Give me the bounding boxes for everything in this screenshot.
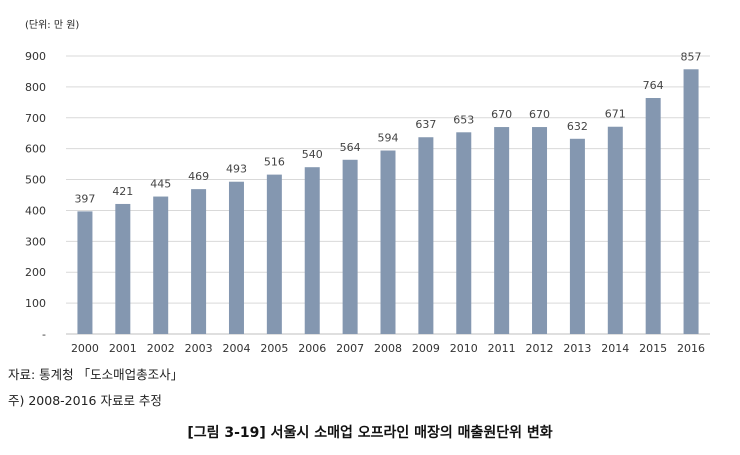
data-label-2008: 594 [378,132,399,145]
data-label-2001: 421 [112,185,133,198]
bar-2008 [380,150,396,334]
x-tick-label: 2007 [336,342,364,355]
x-tick-label: 2000 [71,342,99,355]
y-tick-label: 600 [25,143,46,156]
x-tick-label: 2015 [639,342,667,355]
figure-caption: [그림 3-19] 서울시 소매업 오프라인 매장의 매출원단위 변화 [187,425,553,441]
bar-2016 [683,69,699,334]
data-label-2003: 469 [188,170,209,183]
y-tick-label: 400 [25,204,46,217]
data-label-2014: 671 [605,108,626,121]
data-label-2012: 670 [529,108,550,121]
bar-2000 [77,211,93,334]
x-tick-label: 2003 [185,342,213,355]
x-tick-label: 2014 [601,342,629,355]
y-tick-label: 100 [25,297,46,310]
x-tick-label: 2012 [526,342,554,355]
data-label-2011: 670 [491,108,512,121]
x-axis-ticks: 2000 2001 2002 2003 2004 2005 2006 2007 2008 2009… [71,342,705,355]
x-tick-label: 2005 [260,342,288,355]
y-tick-label: 700 [25,112,46,125]
y-tick-label: 500 [25,174,46,187]
x-tick-label: 2010 [450,342,478,355]
bars [77,69,699,335]
bar-2013 [569,138,585,334]
bar-2005 [266,174,282,334]
bar-2006 [304,167,320,334]
data-label-2006: 540 [302,148,323,161]
bar-2001 [115,203,131,334]
data-label-2002: 445 [150,178,171,191]
data-label-2013: 632 [567,120,588,133]
x-tick-label: 2009 [412,342,440,355]
y-axis-ticks: - 100 200 300 400 500 600 700 800 900 [25,50,46,341]
data-label-2015: 764 [643,79,664,92]
y-tick-label: - [42,328,46,341]
x-tick-label: 2001 [109,342,137,355]
x-tick-label: 2016 [677,342,705,355]
bar-2004 [228,181,244,334]
unit-label: (단위: 만 원) [25,18,79,31]
bar-2011 [494,127,510,335]
bar-2010 [456,132,472,334]
x-tick-label: 2013 [563,342,591,355]
data-label-2009: 637 [415,118,436,131]
bar-2015 [645,98,661,335]
data-label-2005: 516 [264,156,285,169]
x-tick-label: 2011 [488,342,516,355]
bar-2014 [607,126,623,334]
y-tick-label: 200 [25,266,46,279]
data-label-2004: 493 [226,163,247,176]
estimate-note: 주) 2008-2016 자료로 추정 [8,393,162,408]
bar-2003 [191,189,207,334]
y-tick-label: 800 [25,81,46,94]
source-note: 자료: 통계청 「도소매업총조사」 [8,367,184,382]
x-tick-label: 2004 [222,342,250,355]
data-label-2000: 397 [74,192,95,205]
bar-2007 [342,159,358,334]
y-tick-label: 900 [25,50,46,63]
bar-2002 [153,196,169,334]
bar-2009 [418,137,434,334]
x-tick-label: 2008 [374,342,402,355]
x-tick-label: 2002 [147,342,175,355]
y-tick-label: 300 [25,235,46,248]
bar-chart: (단위: 만 원) - 100 200 300 400 500 600 700 800 900 3… [25,18,710,355]
data-label-2016: 857 [681,50,702,63]
x-tick-label: 2006 [298,342,326,355]
data-labels: 397 421 445 469 493 516 540 564 594 637 653 670 670 6… [74,50,701,205]
data-label-2007: 564 [340,141,361,154]
bar-2012 [532,127,548,335]
data-label-2010: 653 [453,113,474,126]
